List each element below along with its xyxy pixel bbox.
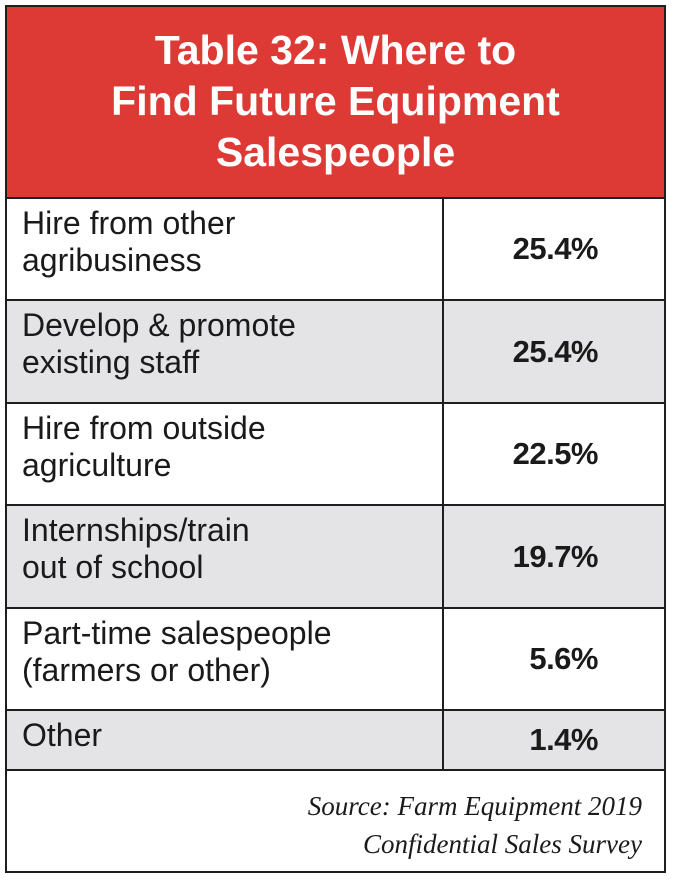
source-note: Source: Farm Equipment 2019 Confidential… bbox=[7, 769, 664, 871]
row-label-line: (farmers or other) bbox=[22, 652, 271, 688]
source-line: Source: Farm Equipment 2019 bbox=[307, 791, 642, 821]
row-label-line: Other bbox=[22, 717, 103, 753]
row-value: 1.4% bbox=[529, 722, 598, 757]
row-label-line: agriculture bbox=[22, 447, 172, 483]
title-line: Table 32: Where to bbox=[154, 26, 517, 73]
title-line: Salespeople bbox=[215, 128, 456, 175]
row-label: Hire from other agribusiness bbox=[7, 199, 444, 299]
row-value: 5.6% bbox=[529, 641, 598, 676]
source-line: Confidential Sales Survey bbox=[363, 829, 642, 859]
row-value: 22.5% bbox=[512, 436, 599, 471]
row-label: Internships/train out of school bbox=[7, 506, 444, 607]
table-row: Other 1.4% bbox=[7, 709, 664, 769]
row-label-line: Hire from outside bbox=[22, 410, 266, 446]
table-row: Hire from outside agriculture 22.5% bbox=[7, 402, 664, 504]
table-title: Table 32: Where to Find Future Equipment… bbox=[36, 25, 636, 178]
row-label-line: existing staff bbox=[22, 344, 200, 380]
row-label-line: Hire from other bbox=[22, 205, 236, 241]
row-label: Other bbox=[7, 711, 444, 769]
row-label-line: agribusiness bbox=[22, 242, 202, 278]
table-row: Hire from other agribusiness 25.4% bbox=[7, 197, 664, 299]
row-value: 25.4% bbox=[512, 231, 599, 266]
title-line: Find Future Equipment bbox=[111, 77, 560, 124]
row-label: Part-time salespeople (farmers or other) bbox=[7, 609, 444, 709]
row-label: Develop & promote existing staff bbox=[7, 301, 444, 402]
table-row: Part-time salespeople (farmers or other)… bbox=[7, 607, 664, 709]
table-row: Develop & promote existing staff 25.4% bbox=[7, 299, 664, 402]
row-label-line: Develop & promote bbox=[22, 307, 296, 343]
table-frame: Table 32: Where to Find Future Equipment… bbox=[5, 5, 666, 873]
table-row: Internships/train out of school 19.7% bbox=[7, 504, 664, 607]
row-label-line: out of school bbox=[22, 549, 204, 585]
row-label: Hire from outside agriculture bbox=[7, 404, 444, 504]
row-label-line: Internships/train bbox=[22, 512, 250, 548]
row-label-line: Part-time salespeople bbox=[22, 615, 332, 651]
title-band: Table 32: Where to Find Future Equipment… bbox=[7, 7, 664, 197]
table-body: Hire from other agribusiness 25.4% Devel… bbox=[7, 197, 664, 769]
row-value: 19.7% bbox=[512, 538, 599, 574]
row-value: 25.4% bbox=[512, 333, 599, 369]
